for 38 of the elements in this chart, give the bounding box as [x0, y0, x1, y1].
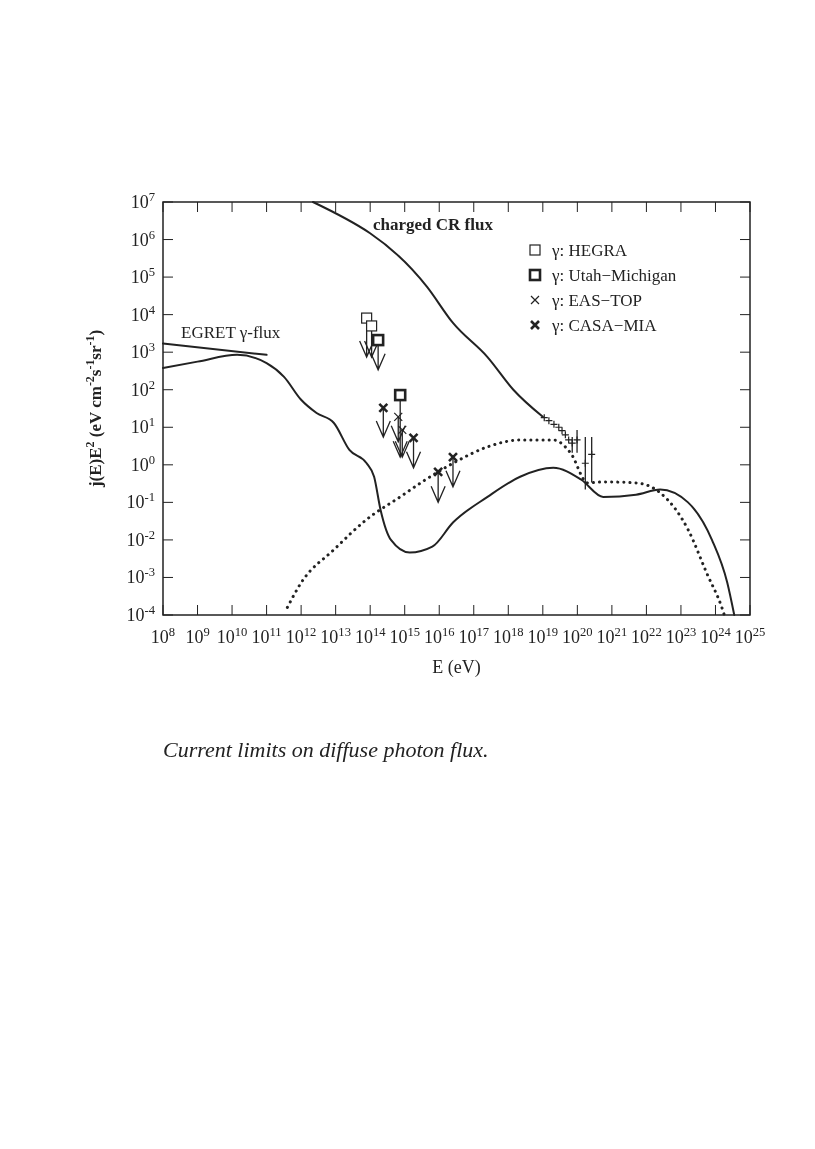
legend-label: γ: EAS−TOP [551, 291, 642, 310]
y-tick-label: 10$^{-2}$ [126, 527, 155, 550]
y-tick-label: 10$^{3}$ [130, 340, 155, 363]
x-tick-label: 10$^{8}$ [150, 625, 176, 647]
x-tick-label: 10$^{16}$ [423, 625, 455, 647]
y-tick-label: 10$^{7}$ [130, 190, 155, 212]
x-tick-label: 10$^{13}$ [320, 625, 351, 647]
x-tick-label: 10$^{22}$ [631, 625, 662, 647]
legend-label: γ: CASA−MIA [551, 316, 658, 335]
legend-label: γ: HEGRA [551, 241, 628, 260]
y-tick-label: 10$^{-4}$ [126, 603, 156, 625]
series-label: charged CR flux [372, 215, 494, 234]
x-tick-label: 10$^{11}$ [251, 625, 282, 647]
series-label: EGRET γ-flux [181, 322, 281, 342]
y-tick-label: 10$^{5}$ [130, 265, 155, 288]
x-axis-title: E (eV) [432, 657, 481, 678]
y-tick-label: 10$^{0}$ [130, 452, 155, 475]
legend-label: γ: Utah−Michigan [551, 266, 677, 285]
x-tick-label: 10$^{10}$ [216, 625, 248, 647]
x-tick-label: 10$^{18}$ [493, 625, 524, 647]
text: Current limits on diffuse photon flux. [163, 737, 489, 762]
x-tick-label: 10$^{15}$ [389, 625, 420, 647]
y-tick-label: 10$^{4}$ [130, 302, 156, 325]
x-tick-label: 10$^{9}$ [185, 625, 210, 647]
y-tick-label: 10$^{1}$ [130, 415, 155, 438]
y-tick-label: 10$^{-3}$ [126, 565, 155, 588]
x-tick-label: 10$^{21}$ [596, 625, 628, 647]
x-tick-label: 10$^{19}$ [527, 625, 559, 647]
x-tick-label: 10$^{25}$ [734, 625, 766, 647]
x-tick-label: 10$^{23}$ [665, 625, 697, 647]
y-tick-label: 10$^{2}$ [130, 377, 155, 400]
x-tick-label: 10$^{24}$ [700, 625, 732, 647]
x-tick-label: 10$^{17}$ [458, 625, 490, 647]
x-tick-label: 10$^{20}$ [562, 625, 593, 647]
y-tick-label: 10$^{6}$ [130, 227, 155, 250]
y-tick-label: 10$^{-1}$ [126, 490, 155, 513]
x-tick-label: 10$^{12}$ [285, 625, 317, 647]
x-tick-label: 10$^{14}$ [354, 625, 387, 647]
